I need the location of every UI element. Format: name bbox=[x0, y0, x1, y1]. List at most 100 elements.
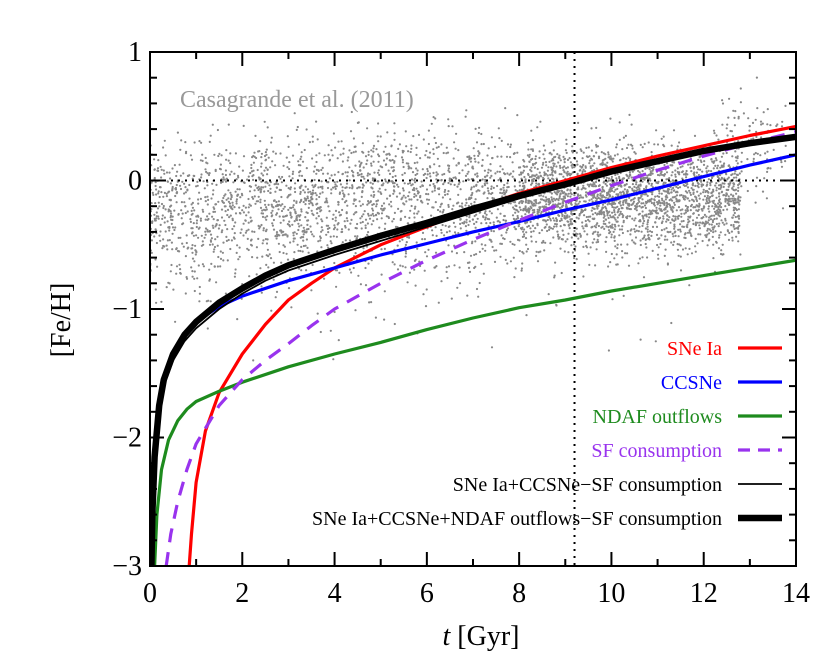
scatter-point bbox=[260, 162, 263, 165]
scatter-point bbox=[499, 212, 502, 215]
scatter-point bbox=[377, 153, 380, 156]
scatter-point bbox=[705, 222, 708, 225]
scatter-point bbox=[199, 159, 202, 162]
scatter-point bbox=[667, 188, 671, 191]
scatter-point bbox=[415, 194, 418, 197]
scatter-point bbox=[459, 188, 462, 191]
scatter-point bbox=[472, 185, 476, 188]
scatter-point bbox=[569, 161, 573, 164]
scatter-point bbox=[300, 184, 303, 187]
scatter-point bbox=[432, 152, 435, 155]
scatter-point bbox=[235, 251, 238, 254]
scatter-point bbox=[151, 191, 154, 194]
scatter-point bbox=[191, 270, 194, 273]
scatter-point bbox=[267, 156, 270, 159]
scatter-point bbox=[677, 254, 680, 257]
scatter-point bbox=[453, 231, 457, 234]
legend-label-1: CCSNe bbox=[661, 372, 722, 394]
scatter-point bbox=[184, 141, 187, 144]
scatter-point bbox=[763, 177, 766, 180]
scatter-point bbox=[676, 167, 679, 170]
scatter-point bbox=[599, 209, 602, 212]
scatter-point bbox=[286, 234, 289, 237]
scatter-point bbox=[684, 236, 687, 240]
scatter-point bbox=[411, 183, 414, 186]
scatter-point bbox=[660, 137, 663, 140]
scatter-point bbox=[332, 132, 335, 135]
scatter-point bbox=[513, 185, 516, 188]
scatter-point bbox=[474, 198, 477, 201]
scatter-point bbox=[581, 165, 584, 168]
scatter-point bbox=[360, 195, 363, 198]
x-axis-label-italic: t bbox=[443, 621, 452, 652]
scatter-point bbox=[628, 186, 631, 189]
scatter-point bbox=[690, 187, 693, 190]
scatter-point bbox=[308, 202, 311, 205]
scatter-point bbox=[455, 164, 458, 167]
scatter-point bbox=[707, 178, 711, 181]
scatter-point bbox=[501, 168, 504, 171]
scatter-point bbox=[709, 229, 713, 232]
scatter-point bbox=[692, 222, 695, 226]
scatter-point bbox=[733, 227, 736, 230]
scatter-point bbox=[755, 185, 758, 188]
scatter-point bbox=[493, 249, 496, 252]
scatter-point bbox=[395, 195, 399, 198]
scatter-point bbox=[487, 192, 490, 195]
scatter-point bbox=[302, 226, 305, 229]
scatter-point bbox=[671, 209, 674, 212]
scatter-point bbox=[543, 249, 546, 252]
scatter-point bbox=[489, 169, 492, 172]
scatter-point bbox=[532, 174, 536, 177]
scatter-point bbox=[755, 135, 758, 138]
scatter-point bbox=[310, 289, 313, 292]
scatter-point bbox=[571, 251, 575, 254]
scatter-point bbox=[233, 275, 236, 278]
scatter-point bbox=[426, 173, 429, 176]
scatter-point bbox=[167, 190, 171, 193]
scatter-point bbox=[706, 233, 709, 236]
scatter-point bbox=[532, 177, 536, 180]
scatter-point bbox=[626, 252, 629, 255]
scatter-point bbox=[596, 231, 600, 234]
scatter-point bbox=[555, 197, 558, 201]
scatter-point bbox=[584, 170, 587, 173]
scatter-point bbox=[682, 183, 685, 187]
scatter-point bbox=[611, 298, 614, 301]
scatter-point bbox=[677, 235, 680, 238]
scatter-point bbox=[372, 147, 375, 150]
scatter-point bbox=[227, 238, 230, 242]
scatter-point bbox=[306, 188, 310, 191]
scatter-point bbox=[603, 227, 606, 230]
scatter-point bbox=[445, 146, 448, 149]
scatter-point bbox=[325, 197, 328, 200]
scatter-point bbox=[357, 274, 360, 277]
scatter-point bbox=[738, 203, 741, 206]
scatter-point bbox=[211, 123, 214, 126]
scatter-point bbox=[392, 166, 395, 169]
scatter-point bbox=[525, 314, 528, 317]
scatter-point bbox=[220, 208, 224, 211]
scatter-point bbox=[458, 282, 462, 285]
scatter-point bbox=[609, 261, 612, 264]
scatter-point bbox=[696, 204, 699, 207]
scatter-point bbox=[289, 211, 292, 214]
scatter-point bbox=[642, 217, 645, 220]
scatter-point bbox=[330, 174, 333, 177]
scatter-point bbox=[585, 244, 588, 248]
scatter-point bbox=[732, 223, 735, 227]
scatter-point bbox=[470, 188, 473, 191]
scatter-point bbox=[679, 166, 682, 169]
scatter-point bbox=[338, 271, 341, 274]
scatter-point bbox=[516, 217, 520, 220]
scatter-point bbox=[681, 177, 684, 180]
scatter-point bbox=[249, 239, 253, 242]
scatter-point bbox=[643, 219, 646, 223]
scatter-point bbox=[682, 173, 686, 176]
scatter-point bbox=[635, 181, 638, 184]
scatter-point bbox=[708, 187, 711, 190]
scatter-point bbox=[689, 166, 692, 169]
scatter-point bbox=[206, 218, 209, 221]
scatter-point bbox=[327, 246, 330, 249]
scatter-point bbox=[238, 188, 241, 191]
